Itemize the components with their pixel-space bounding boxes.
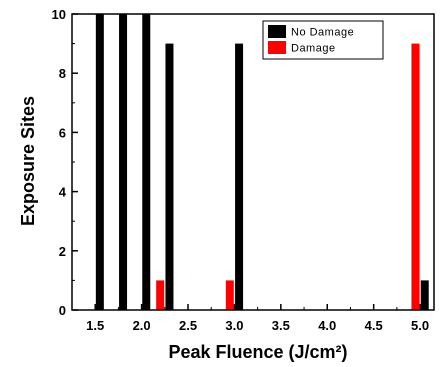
bar-no-damage-3 <box>165 43 174 310</box>
legend-swatch-no-damage <box>268 25 286 38</box>
y-tick-label: 2 <box>59 244 66 259</box>
legend: No Damage Damage <box>262 20 384 60</box>
bar-no-damage-4 <box>235 43 244 310</box>
bar-no-damage-1 <box>119 14 128 310</box>
y-axis-title: Exposure Sites <box>18 96 38 226</box>
bar-no-damage-5 <box>420 280 429 310</box>
legend-label-damage: Damage <box>291 43 336 55</box>
y-tick-label: 6 <box>59 125 66 140</box>
x-tick-label: 3.0 <box>225 318 243 333</box>
x-tick-label: 3.5 <box>272 318 290 333</box>
y-tick-label: 10 <box>52 7 66 22</box>
y-tick-label: 4 <box>59 185 67 200</box>
legend-swatch-damage <box>268 41 286 54</box>
bar-damage-2 <box>411 43 420 310</box>
bar-no-damage-2 <box>142 14 151 310</box>
x-tick-label: 4.0 <box>318 318 336 333</box>
x-tick-label: 4.5 <box>365 318 383 333</box>
x-axis-title: Peak Fluence (J/cm²) <box>168 342 347 362</box>
x-tick-label: 5.0 <box>411 318 429 333</box>
x-tick-label: 2.5 <box>179 318 197 333</box>
y-tick-label: 8 <box>59 66 66 81</box>
x-tick-label: 1.5 <box>86 318 104 333</box>
y-tick-label: 0 <box>59 303 66 318</box>
bar-damage-1 <box>225 280 234 310</box>
bar-damage-0 <box>156 280 165 310</box>
bar-no-damage-0 <box>95 14 104 310</box>
x-tick-label: 2.0 <box>133 318 151 333</box>
legend-label-no-damage: No Damage <box>291 27 354 39</box>
